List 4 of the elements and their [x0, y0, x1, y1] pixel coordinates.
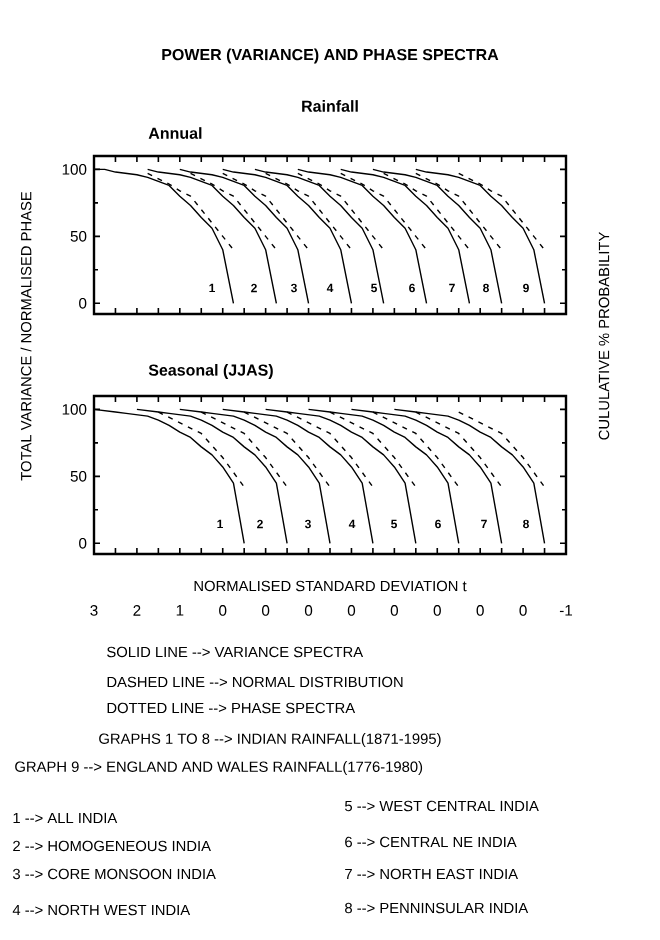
text: Rainfall: [302, 100, 358, 112]
chart-title: Seasonal (JJAS): [148, 364, 273, 379]
chart-title: Annual: [148, 127, 202, 139]
text: POWER (VARIANCE) AND PHASE SPECTRA: [162, 48, 499, 64]
